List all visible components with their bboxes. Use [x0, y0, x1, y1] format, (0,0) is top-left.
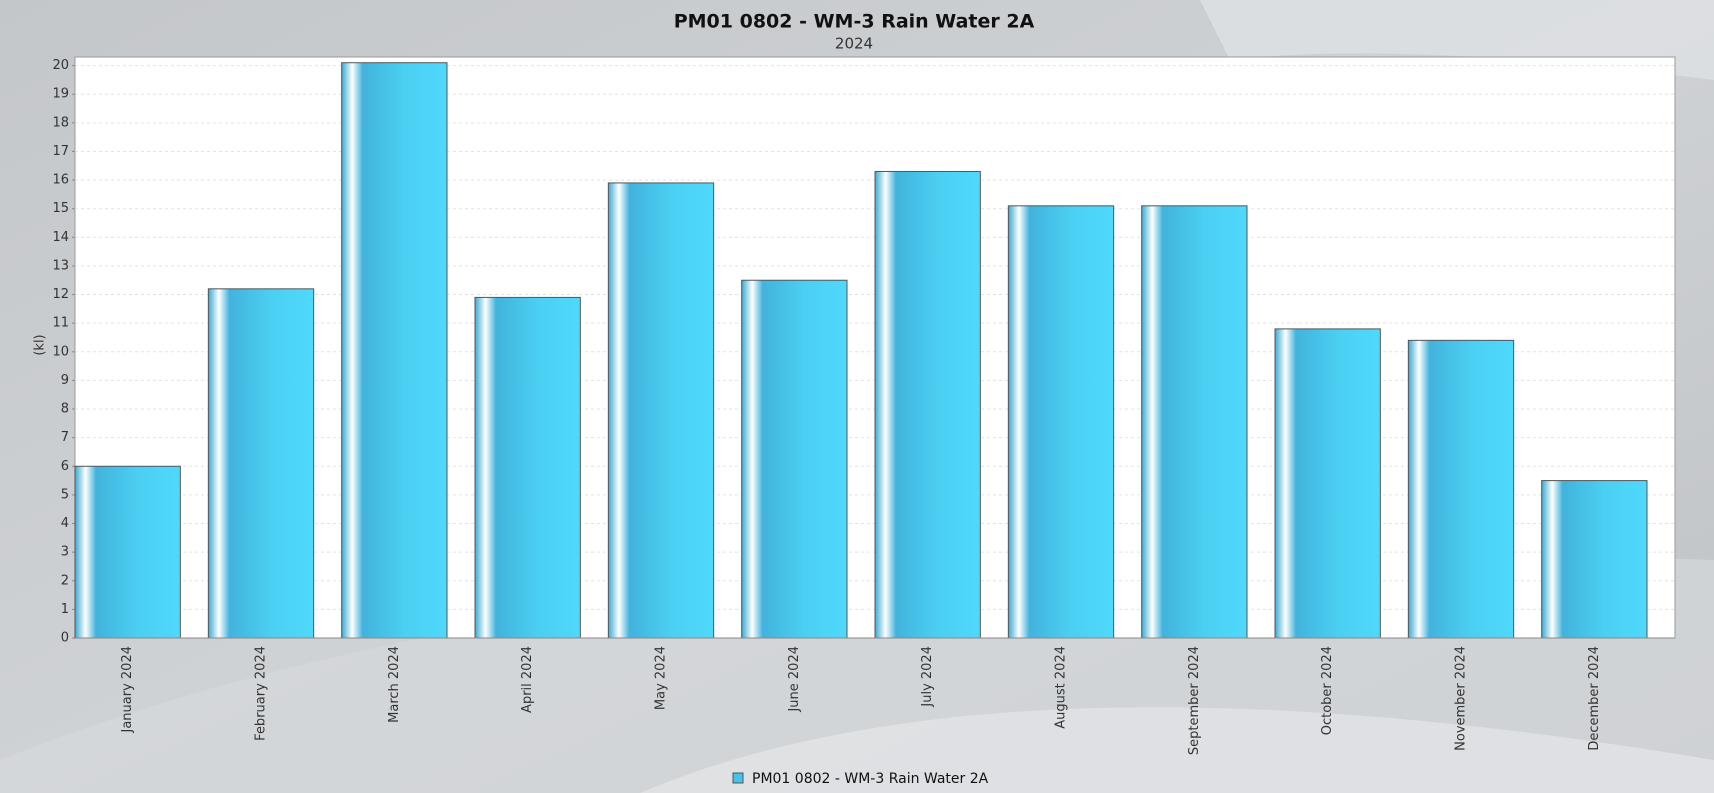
y-tick-label: 17 — [52, 144, 69, 159]
x-tick-label: September 2024 — [1187, 646, 1202, 755]
swoosh — [640, 707, 1714, 793]
x-tick-label: November 2024 — [1454, 646, 1469, 751]
y-tick-label: 15 — [52, 201, 69, 216]
y-tick-label: 16 — [52, 173, 69, 188]
chart-subtitle: 2024 — [835, 35, 873, 53]
legend-swatch — [732, 772, 744, 784]
x-tick-label: August 2024 — [1054, 646, 1069, 729]
y-tick-label: 12 — [52, 287, 69, 302]
x-tick-label: March 2024 — [387, 646, 402, 723]
bar — [1007, 205, 1115, 639]
y-tick-label: 11 — [52, 316, 69, 331]
x-tick-label: October 2024 — [1320, 646, 1335, 735]
y-tick-label: 10 — [52, 344, 69, 359]
bar — [874, 170, 981, 639]
y-tick-label: 8 — [61, 402, 69, 417]
bar — [1274, 328, 1381, 639]
y-tick-label: 0 — [61, 631, 69, 646]
y-tick-label: 2 — [61, 573, 69, 588]
y-tick-label: 9 — [61, 373, 69, 388]
legend-label: PM01 0802 - WM-3 Rain Water 2A — [752, 771, 989, 787]
y-tick-label: 20 — [52, 58, 69, 73]
y-tick-label: 13 — [52, 258, 69, 273]
bar — [1541, 480, 1648, 639]
x-tick-label: June 2024 — [787, 646, 802, 713]
x-tick-label: April 2024 — [520, 646, 535, 713]
bar — [741, 279, 848, 639]
bar — [607, 182, 715, 639]
y-tick-label: 1 — [61, 602, 69, 617]
y-tick-label: 5 — [61, 487, 69, 502]
x-tick-label: May 2024 — [654, 646, 669, 710]
y-tick-label: 3 — [61, 545, 69, 560]
x-tick-label: January 2024 — [120, 646, 135, 734]
y-tick-label: 14 — [52, 230, 69, 245]
bar — [1141, 205, 1248, 639]
y-tick-label: 6 — [61, 459, 69, 474]
y-tick-label: 19 — [52, 87, 69, 102]
y-tick-label: 18 — [52, 115, 69, 130]
x-tick-label: February 2024 — [254, 646, 269, 741]
bar — [474, 296, 581, 639]
x-tick-label: July 2024 — [920, 646, 935, 708]
y-tick-label: 7 — [61, 430, 69, 445]
x-tick-label: December 2024 — [1587, 646, 1602, 751]
bar — [1407, 339, 1515, 639]
y-tick-label: 4 — [61, 516, 69, 531]
bar — [207, 288, 315, 639]
chart-title: PM01 0802 - WM-3 Rain Water 2A — [674, 11, 1035, 33]
y-axis-label: (kl) — [33, 334, 48, 355]
bar — [74, 465, 181, 639]
bar — [341, 62, 448, 639]
